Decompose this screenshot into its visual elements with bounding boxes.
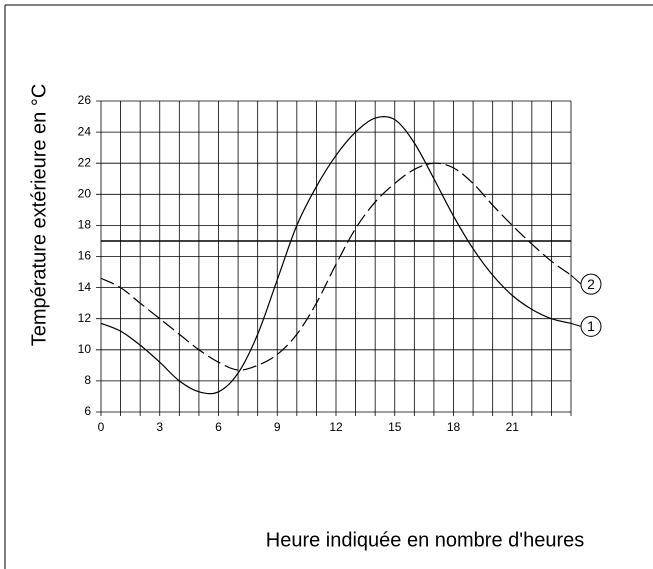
legend-circle bbox=[580, 273, 602, 295]
y-tick-label: 12 bbox=[78, 311, 92, 325]
x-tick-label: 21 bbox=[506, 420, 520, 434]
x-tick-label: 6 bbox=[215, 420, 222, 434]
y-tick-label: 10 bbox=[78, 342, 92, 356]
legend-label: 2 bbox=[587, 276, 595, 292]
y-tick-label: 16 bbox=[78, 249, 92, 263]
x-axis-label: Heure indiquée en nombre d'heures bbox=[266, 529, 584, 551]
y-tick-label: 14 bbox=[78, 280, 92, 294]
y-tick-label: 22 bbox=[78, 155, 92, 169]
y-axis-label: Température extérieure en °C bbox=[28, 84, 50, 347]
y-tick-label: 8 bbox=[84, 373, 91, 387]
legend-leader bbox=[570, 274, 582, 285]
series-line bbox=[100, 115, 572, 395]
x-tick-label: 3 bbox=[156, 420, 163, 434]
x-tick-label: 15 bbox=[388, 420, 402, 434]
legend-circle bbox=[580, 315, 602, 337]
legend-leader bbox=[570, 322, 582, 327]
x-tick-label: 12 bbox=[329, 420, 343, 434]
series-line bbox=[100, 162, 572, 371]
y-tick-label: 20 bbox=[78, 186, 92, 200]
x-tick-label: 18 bbox=[447, 420, 461, 434]
y-tick-label: 24 bbox=[78, 124, 92, 138]
x-tick-label: 9 bbox=[274, 420, 281, 434]
legend-label: 1 bbox=[587, 318, 595, 334]
y-tick-label: 6 bbox=[84, 404, 91, 418]
y-tick-label: 18 bbox=[78, 218, 92, 232]
y-tick-label: 26 bbox=[78, 93, 92, 107]
x-tick-label: 0 bbox=[98, 420, 105, 434]
